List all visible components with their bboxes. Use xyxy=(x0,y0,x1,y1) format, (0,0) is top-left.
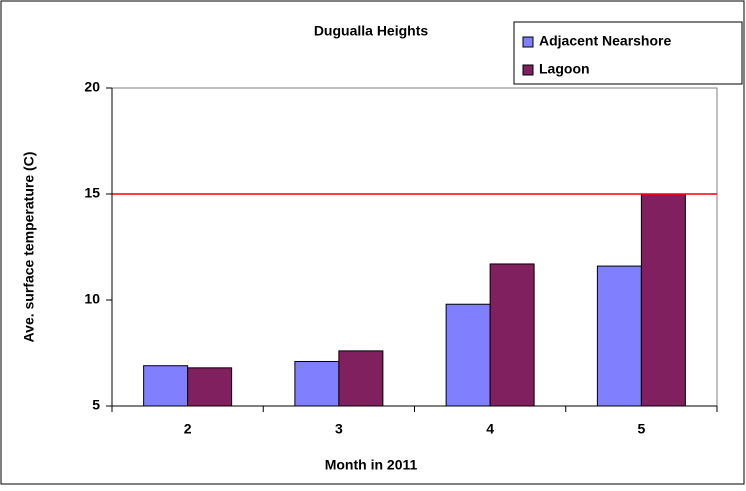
bar xyxy=(294,360,340,407)
y-tick-label: 20 xyxy=(84,79,100,95)
y-axis-label: Ave. surface temperature (C) xyxy=(21,152,37,343)
bar xyxy=(143,365,189,407)
bar xyxy=(445,303,491,407)
x-axis-label: Month in 2011 xyxy=(325,457,418,473)
chart-title: Dugualla Heights xyxy=(314,23,429,39)
bar xyxy=(187,367,233,407)
y-tick-label: 15 xyxy=(84,185,100,201)
y-tick-label: 5 xyxy=(92,397,100,413)
x-tick-label: 4 xyxy=(486,421,494,437)
legend-box xyxy=(513,21,743,85)
legend-label: Adjacent Nearshore xyxy=(539,33,671,49)
x-tick-label: 5 xyxy=(637,421,645,437)
bar xyxy=(338,350,384,407)
bar xyxy=(596,265,642,407)
x-tick-label: 2 xyxy=(184,421,192,437)
bar xyxy=(640,193,686,407)
legend-swatch xyxy=(522,64,534,76)
legend-swatch xyxy=(522,36,534,48)
x-tick-label: 3 xyxy=(335,421,343,437)
bar xyxy=(489,263,535,407)
legend-label: Lagoon xyxy=(539,61,590,77)
y-tick-label: 10 xyxy=(84,291,100,307)
